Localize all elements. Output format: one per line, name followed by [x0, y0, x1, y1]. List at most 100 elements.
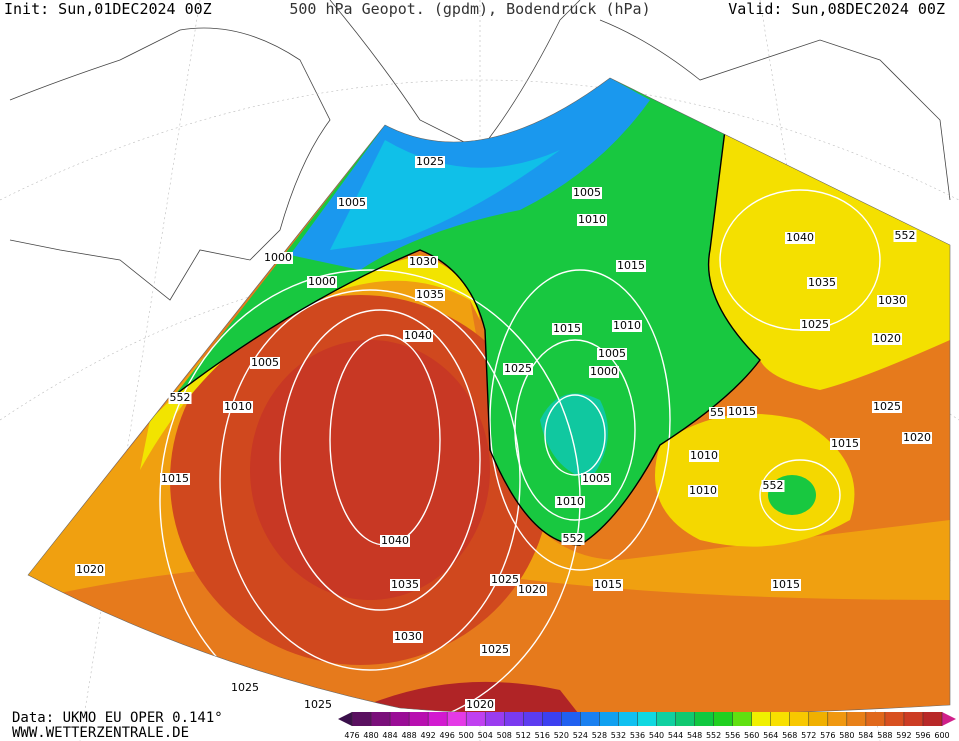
colorbar-swatch	[428, 712, 448, 726]
contour-label: 1020	[873, 332, 901, 345]
contour-label: 1000	[264, 251, 292, 264]
colorbar-swatch	[542, 712, 562, 726]
contour-label-bg	[223, 401, 253, 413]
contour-label-bg	[555, 496, 585, 508]
colorbar-label: 568	[782, 731, 797, 740]
colorbar-swatch	[447, 712, 467, 726]
contour-label: 1030	[409, 255, 437, 268]
colorbar-label: 552	[706, 731, 721, 740]
contour-label-bg	[709, 407, 725, 419]
contour-label: 1015	[831, 437, 859, 450]
colorbar-swatch	[599, 712, 619, 726]
low-cyan	[330, 140, 560, 250]
contour-label: 1005	[251, 356, 279, 369]
colorbar-label: 596	[915, 731, 930, 740]
colorbar-label: 508	[497, 731, 512, 740]
contour-label-bg	[415, 156, 445, 168]
contour-label: 1025	[304, 698, 332, 711]
colorbar-arrow-low	[338, 712, 352, 726]
contour-label-bg	[561, 533, 585, 545]
contour-label-bg	[393, 631, 423, 643]
colorbar-swatch	[808, 712, 829, 726]
contour-label: 552	[170, 391, 191, 404]
colorbar-swatch	[618, 712, 638, 726]
contour-label-bg	[263, 252, 293, 264]
contour-label: 1025	[801, 318, 829, 331]
contour-label-bg	[589, 366, 619, 378]
colorbar-label: 536	[630, 731, 645, 740]
contour-label-bg	[160, 473, 190, 485]
colorbar-swatch	[485, 712, 505, 726]
contour-label-bg	[337, 197, 367, 209]
contour-label: 1010	[224, 400, 252, 413]
contour-label: 1035	[416, 288, 444, 301]
contour-label-bg	[872, 401, 902, 413]
colorbar-label: 556	[725, 731, 740, 740]
contour-label: 1020	[76, 563, 104, 576]
colorbar-label: 584	[858, 731, 873, 740]
contour-label: 1015	[728, 405, 756, 418]
contour-label: 55	[710, 406, 724, 419]
contour-label: 1005	[338, 196, 366, 209]
contour-label: 1025	[504, 362, 532, 375]
contour-label: 1010	[578, 213, 606, 226]
colorbar-swatch	[504, 712, 524, 726]
contour-label: 1010	[689, 484, 717, 497]
contour-label: 1010	[690, 449, 718, 462]
contour-label: 1040	[404, 329, 432, 342]
field-yellow-south	[655, 413, 855, 547]
colorbar-label: 516	[535, 731, 550, 740]
colorbar-swatch	[466, 712, 486, 726]
colorbar-label: 488	[401, 731, 416, 740]
colorbar-label: 476	[344, 731, 359, 740]
contour-label-bg	[577, 214, 607, 226]
colorbar-label: 520	[554, 731, 569, 740]
colorbar-swatch	[637, 712, 658, 726]
colorbar-swatch	[523, 712, 543, 726]
contour-label-bg	[390, 579, 420, 591]
map-title: 500 hPa Geopot. (gpdm), Bodendruck (hPa)	[289, 0, 650, 18]
contour-label: 1035	[808, 276, 836, 289]
colorbar-swatch	[409, 712, 429, 726]
colorbar-arrow-high	[942, 712, 956, 726]
colorbar-swatch	[846, 712, 867, 726]
contour-label-bg	[503, 363, 533, 375]
colorbar-label: 496	[440, 731, 455, 740]
contour-label: 1035	[391, 578, 419, 591]
colorbar-swatch	[751, 712, 772, 726]
colorbar-label: 528	[592, 731, 607, 740]
colorbar-label: 580	[839, 731, 854, 740]
colorbar-label: 540	[649, 731, 664, 740]
contour-label: 1005	[573, 186, 601, 199]
colorbar-swatch	[390, 712, 410, 726]
contour-label: 1025	[481, 643, 509, 656]
colorbar-swatch	[884, 712, 905, 726]
colorbar-label: 560	[744, 731, 759, 740]
colorbar-swatch	[352, 712, 372, 726]
contour-label-bg	[616, 260, 646, 272]
contour-label-bg	[771, 579, 801, 591]
contour-label-bg	[807, 277, 837, 289]
colorbar-swatch	[713, 712, 734, 726]
colorbar-label: 480	[363, 731, 378, 740]
contour-label: 1015	[594, 578, 622, 591]
colorbar-label: 576	[820, 731, 835, 740]
contour-label-bg	[877, 295, 907, 307]
high-core	[250, 340, 490, 600]
contour-label: 1025	[873, 400, 901, 413]
contour-label: 1010	[556, 495, 584, 508]
contour-label: 1015	[553, 322, 581, 335]
contour-label: 1005	[598, 347, 626, 360]
init-time: Init: Sun,01DEC2024 00Z	[4, 0, 212, 18]
contour-label-bg	[785, 232, 815, 244]
contour-label-bg	[303, 699, 333, 711]
contour-label-bg	[465, 699, 495, 711]
contour-label: 1010	[613, 319, 641, 332]
colorbar-swatch	[789, 712, 810, 726]
colorbar-label: 564	[763, 731, 778, 740]
contour-label-bg	[800, 319, 830, 331]
colorbar-swatch	[770, 712, 791, 726]
colorbar-label: 524	[573, 731, 588, 740]
contour-label-bg	[490, 574, 520, 586]
